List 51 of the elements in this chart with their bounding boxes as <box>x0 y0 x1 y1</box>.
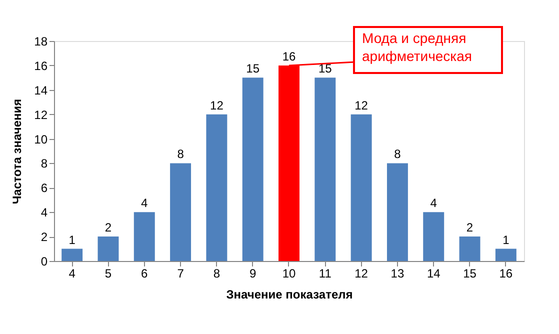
y-tick-label: 2 <box>40 230 48 244</box>
bar <box>495 248 516 261</box>
data-label: 4 <box>430 196 438 210</box>
y-tick-label: 14 <box>34 83 48 98</box>
x-tick-label: 14 <box>426 266 441 280</box>
data-label: 8 <box>177 147 184 162</box>
data-label: 16 <box>282 49 296 64</box>
y-tick-label: 16 <box>34 58 48 73</box>
y-tick-label: 12 <box>34 108 48 122</box>
data-label: 2 <box>466 220 474 235</box>
data-label: 1 <box>502 232 510 247</box>
x-tick-label: 16 <box>499 266 513 280</box>
data-label: 8 <box>394 147 402 162</box>
y-tick-label: 6 <box>40 181 48 196</box>
y-tick-label: 18 <box>34 34 48 48</box>
bar <box>62 248 83 261</box>
data-label: 15 <box>246 62 260 76</box>
bar <box>423 212 444 261</box>
x-tick-label: 15 <box>463 266 477 280</box>
x-tick-label: 13 <box>390 266 404 280</box>
x-tick-label: 10 <box>282 266 296 280</box>
x-tick-label: 7 <box>177 266 184 280</box>
x-axis-title: Значение показателя <box>226 288 353 302</box>
y-tick-label: 8 <box>40 156 48 171</box>
x-tick-label: 6 <box>141 266 148 280</box>
x-tick-label: 12 <box>354 266 368 280</box>
data-label: 15 <box>318 62 332 76</box>
x-tick-label: 11 <box>318 266 332 280</box>
annotation: Мода и средняя арифметическая <box>362 30 472 64</box>
data-label: 1 <box>68 232 76 247</box>
bar <box>386 163 408 261</box>
bar <box>314 78 336 261</box>
data-label: 2 <box>104 220 112 235</box>
x-tick-label: 4 <box>68 266 76 280</box>
bar <box>134 212 155 261</box>
x-tick-label: 9 <box>250 266 256 280</box>
y-tick-label: 0 <box>40 254 48 268</box>
y-tick-label: 4 <box>40 206 48 220</box>
data-label: 12 <box>210 98 224 112</box>
y-tick-label: 10 <box>34 132 48 146</box>
y-axis-title: Частота значения <box>10 98 24 204</box>
data-label: 12 <box>354 98 368 112</box>
bar <box>242 78 264 261</box>
x-tick-label: 5 <box>104 266 112 280</box>
bar <box>206 114 228 261</box>
bar <box>459 236 480 261</box>
x-tick-label: 8 <box>213 266 220 280</box>
data-label: 4 <box>141 196 148 210</box>
bar <box>98 236 119 261</box>
bar <box>350 114 372 261</box>
bar <box>170 163 192 261</box>
